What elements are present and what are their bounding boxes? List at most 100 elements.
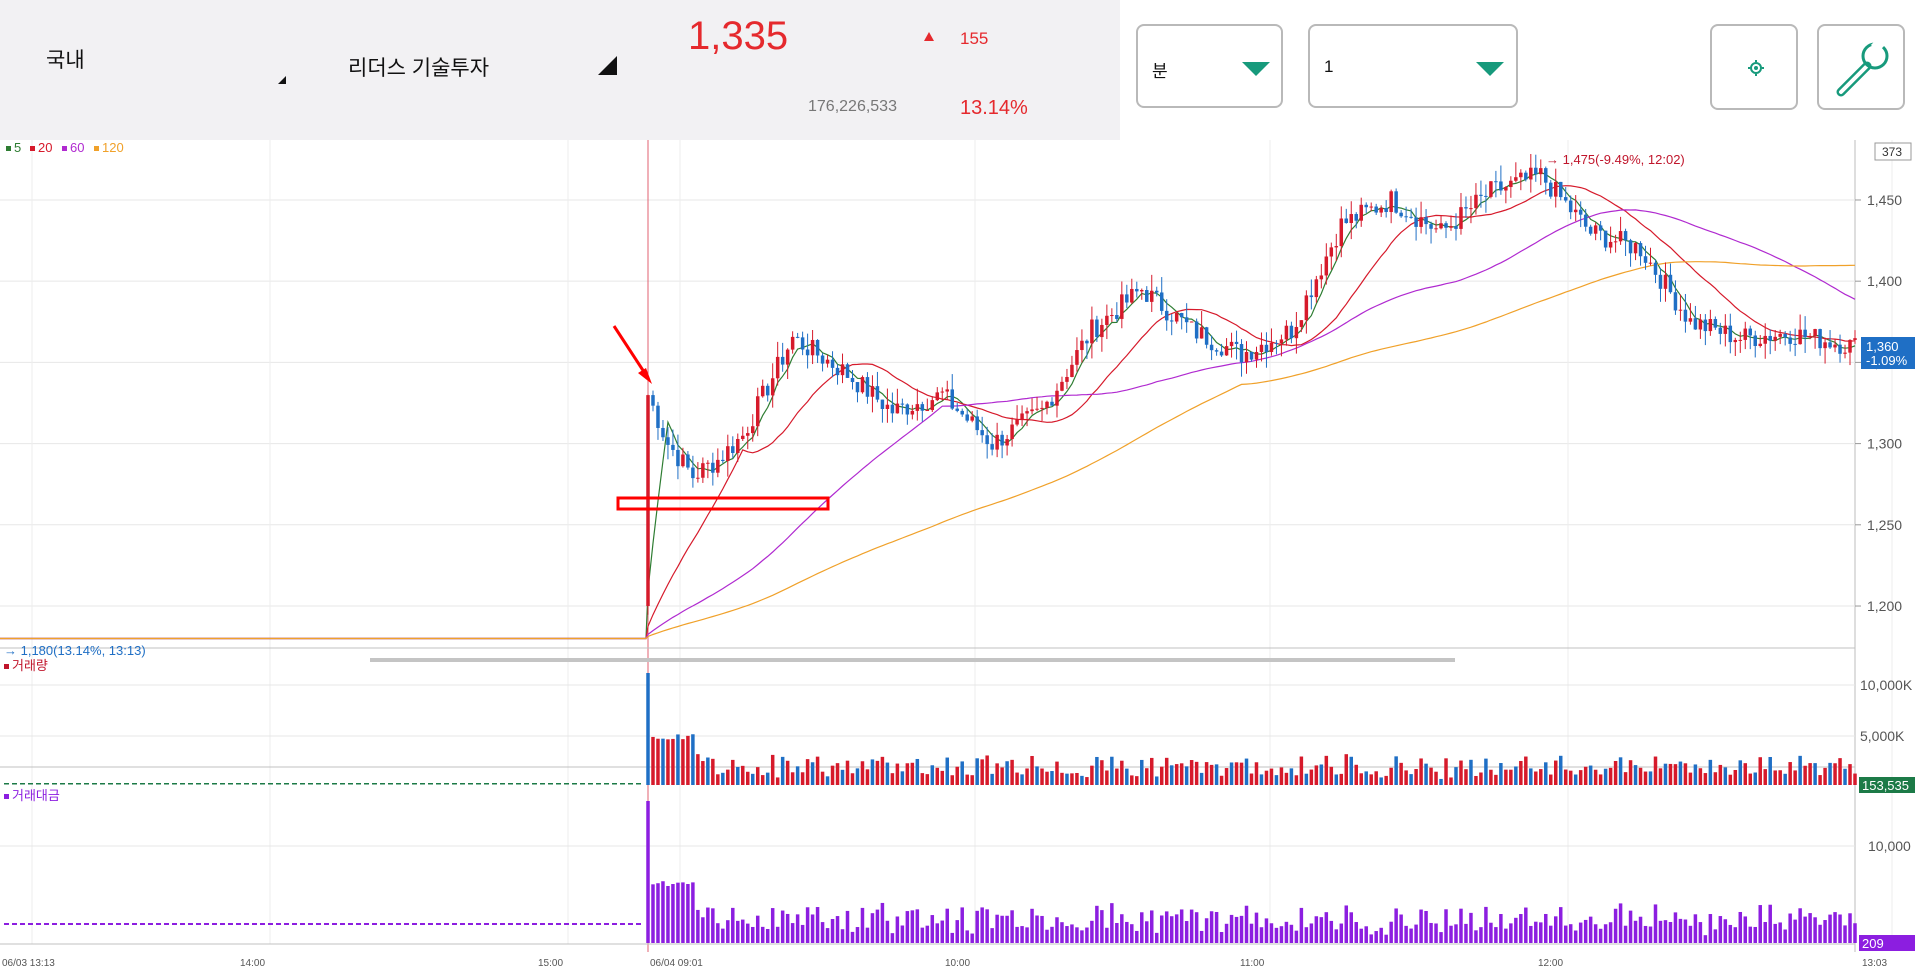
volume-bar — [1753, 772, 1757, 785]
amount-bar — [444, 923, 449, 925]
amount-bar — [1389, 921, 1393, 943]
volume-bar — [1249, 773, 1254, 785]
volume-bar — [1688, 772, 1693, 785]
candle — [875, 386, 880, 400]
stock-dropdown-icon[interactable] — [598, 56, 617, 75]
candle — [1783, 333, 1787, 338]
amount-bar — [1394, 908, 1398, 943]
amount-bar — [835, 916, 840, 943]
amount-bar — [1080, 930, 1084, 943]
volume-bar — [880, 756, 885, 785]
volume-bar — [1828, 762, 1832, 785]
amount-bar — [1194, 912, 1199, 943]
amount-bar — [746, 923, 750, 943]
candle — [1653, 262, 1658, 275]
amount-bar — [1105, 927, 1109, 943]
amount-bar — [995, 914, 999, 943]
market-dropdown-icon[interactable] — [278, 76, 286, 84]
candle — [770, 378, 775, 396]
amount-bar — [1519, 914, 1523, 943]
market-selector[interactable]: 국내 — [46, 49, 85, 72]
chart-labels: → 1,180(13.14%, 13:13) → 1,475(-9.49%, 12… — [4, 152, 1915, 951]
volume-bar — [1803, 765, 1807, 785]
volume-bar — [428, 783, 433, 785]
amount-bar — [556, 923, 561, 925]
candle — [1100, 324, 1104, 338]
candle — [666, 437, 670, 445]
candle — [1344, 218, 1349, 224]
amount-bar — [1404, 925, 1408, 943]
amount-title: 거래대금 — [12, 788, 60, 803]
amount-bar — [830, 919, 835, 943]
volume-bar — [300, 783, 305, 785]
volume-bar — [1244, 758, 1249, 785]
candle — [1544, 168, 1548, 183]
amount-bar — [1100, 910, 1104, 943]
amount-bar — [636, 923, 641, 925]
volume-bar — [420, 783, 425, 785]
amount-bar — [1055, 917, 1059, 943]
candle — [1553, 181, 1558, 197]
candle — [1683, 309, 1688, 322]
amount-bar — [985, 909, 989, 943]
volume-bar — [188, 783, 193, 785]
volume-bar — [1823, 767, 1827, 785]
interval-value-select[interactable]: 1 — [1308, 24, 1518, 108]
amount-bar — [1753, 926, 1757, 943]
amount-bar — [930, 915, 935, 943]
current-price: 1,335 — [688, 14, 789, 58]
amount-bar — [1439, 932, 1443, 943]
candle — [1364, 204, 1368, 208]
candle — [1469, 208, 1473, 210]
amount-bar — [476, 923, 481, 925]
amount-bar — [1125, 921, 1129, 943]
amount-bar — [1558, 907, 1563, 943]
amount-bar — [950, 932, 954, 943]
amount-bar — [108, 923, 113, 925]
amount-bar — [612, 923, 617, 925]
volume-bar — [1254, 762, 1259, 785]
current-change-label: -1.09% — [1866, 353, 1908, 368]
volume-bar — [44, 783, 49, 785]
volume-bar — [1698, 768, 1703, 785]
amount-bar — [1628, 910, 1633, 943]
volume-bar — [1758, 757, 1762, 785]
tools-button[interactable] — [1817, 24, 1905, 110]
amount-bar — [661, 881, 665, 943]
candle — [1349, 214, 1353, 224]
amount-bar — [564, 923, 569, 925]
candle — [1040, 407, 1044, 409]
settings-button[interactable] — [1710, 24, 1798, 110]
candle — [900, 403, 905, 405]
volume-bar — [885, 762, 890, 785]
candle — [1793, 343, 1797, 345]
candle — [1693, 318, 1698, 330]
volume-bar — [220, 783, 225, 785]
candle — [1035, 408, 1039, 410]
volume-bar — [340, 783, 345, 785]
volume-bar — [1145, 768, 1149, 785]
volume-bar — [1239, 762, 1244, 785]
amount-bar — [1339, 923, 1344, 943]
candle — [1494, 181, 1498, 183]
volume-bar — [850, 773, 855, 785]
volume-bar — [945, 757, 950, 785]
candle — [1843, 352, 1847, 354]
legend-swatch — [62, 146, 67, 151]
volume-bar — [244, 783, 249, 785]
volume-bar — [1289, 768, 1294, 785]
candle — [980, 430, 984, 436]
volume-bar — [1030, 755, 1034, 785]
volume-bar — [860, 761, 865, 785]
amount-bar — [1763, 922, 1767, 943]
candle — [1588, 226, 1593, 234]
amount-bar — [1698, 922, 1703, 943]
amount-bar — [1479, 927, 1483, 943]
interval-unit-select[interactable]: 분 — [1136, 24, 1283, 108]
candle — [1414, 217, 1418, 227]
candle — [1085, 340, 1089, 344]
candle — [656, 405, 660, 428]
amount-bar — [1703, 935, 1708, 943]
stock-name[interactable]: 리더스 기술투자 — [348, 57, 490, 80]
